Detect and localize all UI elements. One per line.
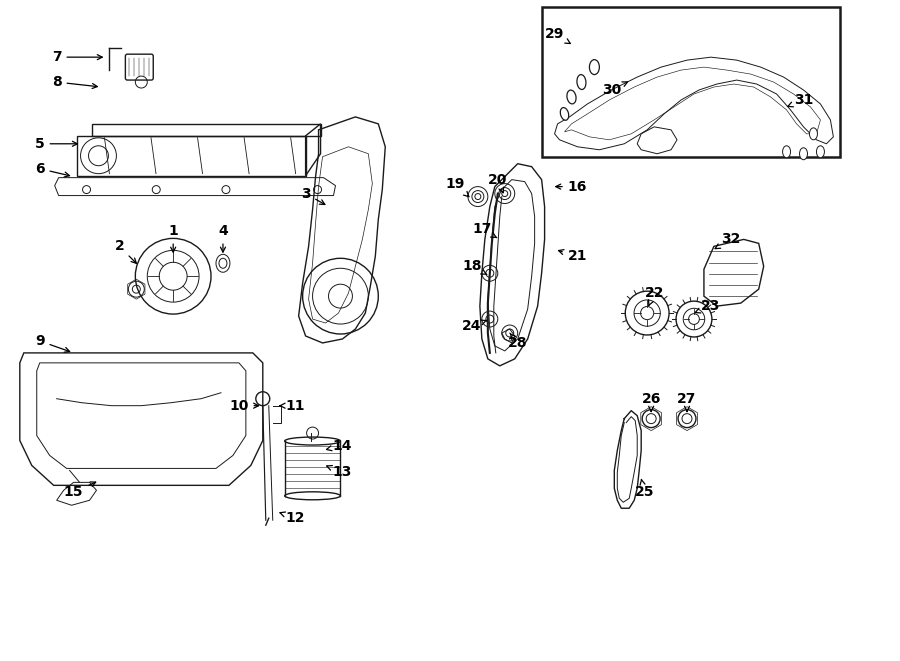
Text: 13: 13 [327,465,352,479]
Text: 20: 20 [488,173,508,193]
Text: 10: 10 [230,399,258,412]
Ellipse shape [783,146,790,158]
Ellipse shape [799,148,807,160]
Text: 14: 14 [327,438,352,453]
Text: 12: 12 [280,511,305,525]
Text: 1: 1 [168,225,178,252]
Text: 23: 23 [695,299,721,313]
Text: 17: 17 [472,223,497,238]
Text: 29: 29 [544,27,571,44]
Text: 18: 18 [463,259,487,274]
Text: 26: 26 [642,392,661,412]
Text: 5: 5 [35,137,77,151]
Text: 30: 30 [602,82,627,97]
Text: 21: 21 [559,249,587,263]
Text: 4: 4 [218,225,228,252]
Text: 28: 28 [508,333,527,350]
Text: 16: 16 [555,180,587,194]
Text: 7: 7 [52,50,103,64]
Ellipse shape [816,146,824,158]
Text: 25: 25 [634,479,654,499]
Text: 32: 32 [716,233,741,249]
Text: 3: 3 [301,186,325,204]
Ellipse shape [567,90,576,104]
Text: 2: 2 [114,239,137,263]
Ellipse shape [809,128,817,140]
Text: 9: 9 [35,334,69,352]
Text: 8: 8 [52,75,97,89]
Ellipse shape [590,59,599,75]
Ellipse shape [577,75,586,89]
Text: 6: 6 [35,162,69,177]
Text: 31: 31 [788,93,814,107]
Text: 19: 19 [446,176,469,197]
Ellipse shape [561,108,569,120]
Text: 15: 15 [64,482,95,499]
Text: 24: 24 [463,319,487,333]
Text: 22: 22 [644,286,664,305]
Bar [542,7,841,157]
Text: 11: 11 [280,399,305,412]
Text: 27: 27 [678,392,697,412]
